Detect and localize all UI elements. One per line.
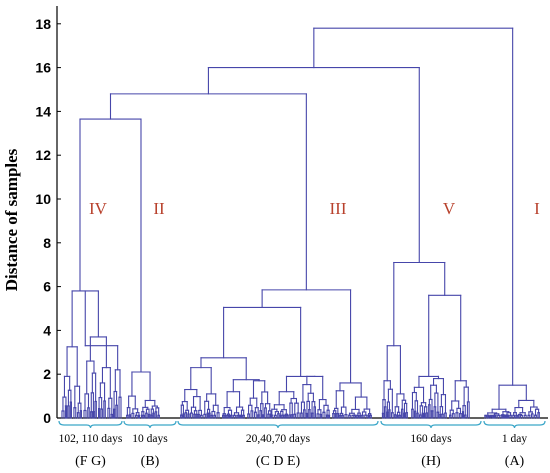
cluster-label: II <box>153 199 165 218</box>
group-days-label: 1 day <box>502 433 527 445</box>
y-axis-title: Distance of samples <box>2 148 21 291</box>
group-brace <box>58 420 123 429</box>
cluster-label: III <box>330 199 347 218</box>
group-days-label: 160 days <box>410 433 452 445</box>
y-tick-label: 8 <box>43 235 51 251</box>
group-letters-label: (B) <box>141 454 160 469</box>
cluster-label: I <box>534 199 540 218</box>
y-tick-label: 10 <box>35 191 51 207</box>
y-tick-label: 2 <box>43 366 51 382</box>
cluster-label: V <box>443 199 456 218</box>
group-letters-label: (C D E) <box>256 454 301 469</box>
group-letters-label: (A) <box>505 454 525 469</box>
group-letters-label: (H) <box>421 454 441 469</box>
cluster-labels: IV II III V I <box>89 199 540 218</box>
y-tick-label: 0 <box>43 410 51 426</box>
sample-groups: 102, 110 days (F G) 10 days (B) 20,40,70 day… <box>58 420 546 469</box>
y-tick-label: 12 <box>35 147 51 163</box>
y-tick-label: 14 <box>35 103 51 119</box>
group-letters-label: (F G) <box>75 454 106 469</box>
group-days-label: 102, 110 days <box>59 433 123 445</box>
dendrogram-tree <box>61 27 540 419</box>
y-tick-label: 18 <box>35 16 51 32</box>
group-days-label: 20,40,70 days <box>246 433 311 445</box>
y-tick-label: 4 <box>43 322 51 338</box>
cluster-label: IV <box>89 199 108 218</box>
y-axis: 0 2 4 6 8 10 12 14 16 18 <box>35 6 548 426</box>
group-brace <box>123 420 177 429</box>
group-days-label: 10 days <box>132 433 168 445</box>
group-brace <box>380 420 482 429</box>
y-tick-label: 6 <box>43 279 51 295</box>
group-brace <box>483 420 546 429</box>
y-tick-label: 16 <box>35 60 51 76</box>
group-brace <box>177 420 379 429</box>
